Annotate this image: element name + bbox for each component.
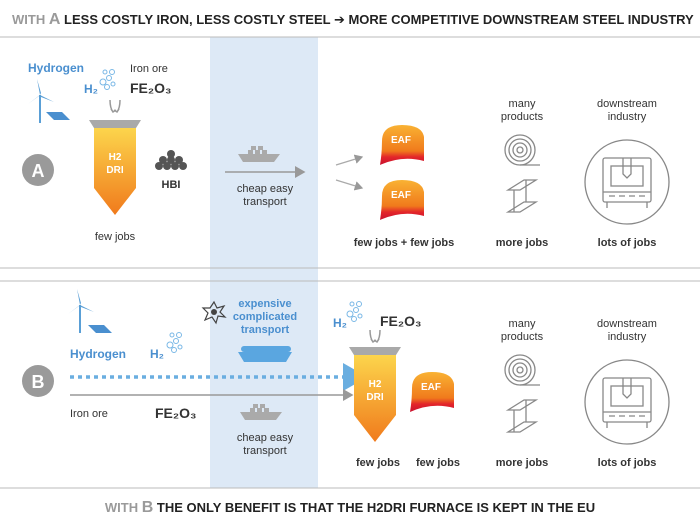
solar-icon xyxy=(88,325,112,333)
transport-label: transport xyxy=(243,196,286,208)
footer-letter: B xyxy=(142,499,154,516)
furnace-label: DRI xyxy=(366,392,383,403)
input-arrows xyxy=(369,329,381,343)
beam-icon xyxy=(507,179,537,213)
bubbles-icon xyxy=(166,332,183,353)
jobs-label: more jobs xyxy=(496,237,549,249)
machine-icon xyxy=(584,359,670,445)
jobs-label: few jobs xyxy=(356,457,400,469)
wind-turbine-icon xyxy=(27,78,55,124)
fe2o3-label: FE₂O₃ xyxy=(155,405,196,421)
badge-letter: B xyxy=(32,372,45,392)
fe2o3-label: FE₂O₃ xyxy=(380,313,421,329)
h2-label: H₂ xyxy=(333,316,347,330)
transport-label: complicated xyxy=(233,311,297,323)
coil-icon xyxy=(504,134,541,166)
products-label: products xyxy=(501,111,544,123)
machine-icon xyxy=(584,139,670,225)
downstream-label: industry xyxy=(608,111,647,123)
header-letter: A xyxy=(49,11,61,28)
jobs-label: lots of jobs xyxy=(598,237,657,249)
eaf-label: EAF xyxy=(391,190,411,201)
footer-text: THE ONLY BENEFIT IS THAT THE H2DRI FURNA… xyxy=(157,500,595,515)
jobs-label: few jobs + few jobs xyxy=(354,237,455,249)
arrow xyxy=(335,154,364,166)
jobs-label: few jobs xyxy=(416,457,460,469)
badge xyxy=(22,365,54,397)
furnace-label: H2 xyxy=(109,152,122,163)
beam-icon xyxy=(507,399,537,433)
transport-label: expensive xyxy=(238,298,291,310)
badge-letter: A xyxy=(32,161,45,181)
transport-band xyxy=(210,37,318,488)
iron-ore-label: Iron ore xyxy=(130,63,168,75)
eaf-label: EAF xyxy=(421,382,441,393)
input-arrows xyxy=(109,99,121,113)
blue-ship-icon xyxy=(238,346,292,362)
fe2o3-label: FE₂O₃ xyxy=(130,80,171,96)
iron-ore-label: Iron ore xyxy=(70,408,108,420)
scenario-a: A Hydrogen H₂ Iron ore FE₂O₃ H2 DRI few … xyxy=(22,61,670,249)
products-label: products xyxy=(501,331,544,343)
transport-label: cheap easy xyxy=(237,432,294,444)
bubbles-icon xyxy=(99,69,116,90)
transport-label: transport xyxy=(241,324,290,336)
transport-label: transport xyxy=(243,445,286,457)
footer-lead: WITH xyxy=(105,500,138,515)
scenario-b: B Hydrogen H₂ Iron ore FE₂O₃ expensive c… xyxy=(22,288,670,469)
footer: WITH B THE ONLY BENEFIT IS THAT THE H2DR… xyxy=(105,499,595,516)
h2-label: H₂ xyxy=(150,347,164,361)
furnace-label: H2 xyxy=(369,379,382,390)
jobs-label: lots of jobs xyxy=(598,457,657,469)
hydrogen-label: Hydrogen xyxy=(70,347,126,361)
badge xyxy=(22,154,54,186)
downstream-label: downstream xyxy=(597,318,657,330)
h2-label: H₂ xyxy=(84,82,98,96)
coil-icon xyxy=(504,354,541,386)
hydrogen-label: Hydrogen xyxy=(28,61,84,75)
furnace-label: DRI xyxy=(106,165,123,176)
products-label: many xyxy=(509,98,536,110)
header-title: LESS COSTLY IRON, LESS COSTLY STEEL ➔ MO… xyxy=(64,12,694,27)
hbi-label: HBI xyxy=(162,179,181,191)
hbi-icon xyxy=(155,150,187,170)
header: WITH A LESS COSTLY IRON, LESS COSTLY STE… xyxy=(12,11,694,28)
transport-label: cheap easy xyxy=(237,183,294,195)
downstream-label: industry xyxy=(608,331,647,343)
products-label: many xyxy=(509,318,536,330)
eaf-label: EAF xyxy=(391,135,411,146)
bubbles-icon xyxy=(346,301,363,322)
solar-icon xyxy=(46,112,70,120)
downstream-label: downstream xyxy=(597,98,657,110)
jobs-label: more jobs xyxy=(496,457,549,469)
arrow xyxy=(335,179,364,191)
header-lead: WITH xyxy=(12,12,45,27)
jobs-label: few jobs xyxy=(95,231,136,243)
